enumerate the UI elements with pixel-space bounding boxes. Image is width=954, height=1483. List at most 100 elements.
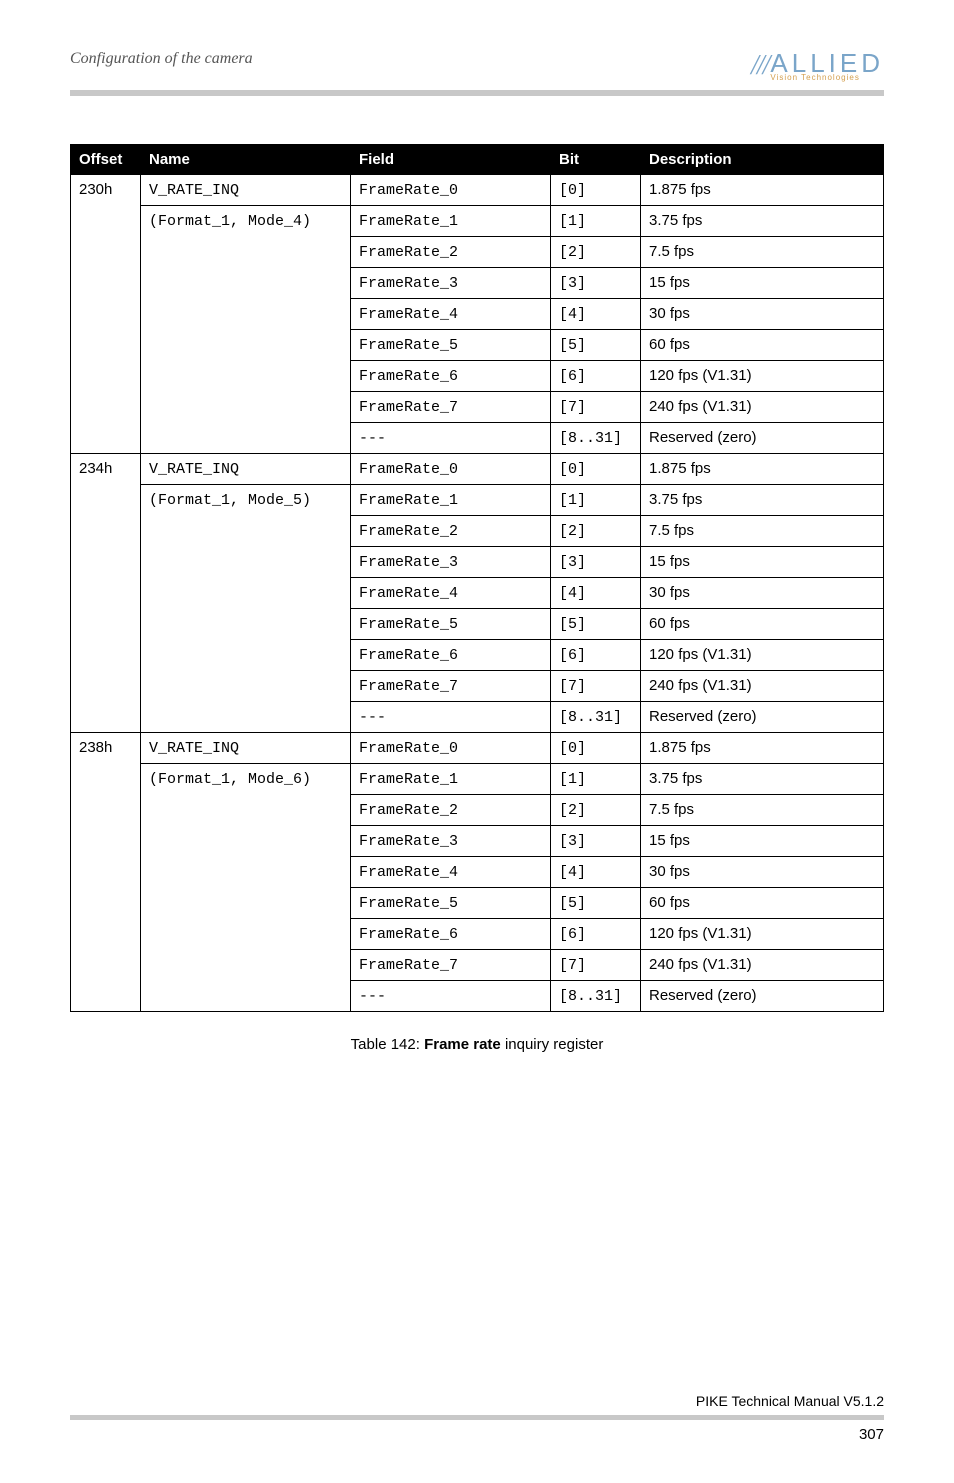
page: Configuration of the camera /// ALLIED V… [0, 0, 954, 1483]
page-footer: PIKE Technical Manual V5.1.2 307 [70, 1393, 884, 1443]
cell-desc: 15 fps [641, 268, 884, 299]
cell-field: FrameRate_4 [351, 857, 551, 888]
cell-field: --- [351, 423, 551, 454]
cell-desc: 3.75 fps [641, 485, 884, 516]
cell-bit: [4] [551, 578, 641, 609]
cell-offset: 234h [71, 454, 141, 733]
cell-field: FrameRate_1 [351, 206, 551, 237]
cell-desc: 120 fps (V1.31) [641, 640, 884, 671]
th-desc: Description [641, 145, 884, 175]
cell-field: FrameRate_0 [351, 175, 551, 206]
cell-bit: [3] [551, 826, 641, 857]
cell-bit: [5] [551, 330, 641, 361]
cell-field: FrameRate_0 [351, 454, 551, 485]
cell-bit: [0] [551, 175, 641, 206]
cell-desc: 7.5 fps [641, 237, 884, 268]
cell-desc: 1.875 fps [641, 175, 884, 206]
cell-desc: 240 fps (V1.31) [641, 671, 884, 702]
cell-subname: (Format_1, Mode_4) [141, 206, 351, 454]
cell-desc: 120 fps (V1.31) [641, 361, 884, 392]
cell-name: V_RATE_INQ [141, 454, 351, 485]
footer-divider [70, 1415, 884, 1420]
cell-desc: 30 fps [641, 578, 884, 609]
cell-bit: [8..31] [551, 981, 641, 1012]
cell-bit: [7] [551, 671, 641, 702]
cell-desc: Reserved (zero) [641, 981, 884, 1012]
cell-offset: 230h [71, 175, 141, 454]
cell-desc: 60 fps [641, 330, 884, 361]
cell-field: FrameRate_5 [351, 330, 551, 361]
cell-bit: [1] [551, 206, 641, 237]
cell-desc: 30 fps [641, 299, 884, 330]
cell-field: FrameRate_2 [351, 516, 551, 547]
page-number: 307 [70, 1426, 884, 1443]
cell-bit: [2] [551, 237, 641, 268]
cell-field: FrameRate_4 [351, 299, 551, 330]
th-offset: Offset [71, 145, 141, 175]
cell-desc: 60 fps [641, 888, 884, 919]
th-name: Name [141, 145, 351, 175]
cell-desc: Reserved (zero) [641, 423, 884, 454]
cell-bit: [5] [551, 888, 641, 919]
cell-field: FrameRate_4 [351, 578, 551, 609]
cell-field: FrameRate_5 [351, 609, 551, 640]
cell-desc: Reserved (zero) [641, 702, 884, 733]
table-header-row: Offset Name Field Bit Description [71, 145, 884, 175]
cell-desc: 1.875 fps [641, 454, 884, 485]
cell-subname: (Format_1, Mode_5) [141, 485, 351, 733]
cell-bit: [3] [551, 268, 641, 299]
frame-rate-table: Offset Name Field Bit Description 230hV_… [70, 144, 884, 1012]
cell-desc: 60 fps [641, 609, 884, 640]
logo-subtext: Vision Technologies [770, 74, 884, 82]
cell-bit: [6] [551, 640, 641, 671]
cell-desc: 30 fps [641, 857, 884, 888]
cell-field: FrameRate_3 [351, 826, 551, 857]
table-row: (Format_1, Mode_5)FrameRate_1[1]3.75 fps [71, 485, 884, 516]
cell-field: FrameRate_7 [351, 671, 551, 702]
cell-bit: [6] [551, 919, 641, 950]
cell-desc: 7.5 fps [641, 795, 884, 826]
cell-field: FrameRate_0 [351, 733, 551, 764]
table-row: 238hV_RATE_INQFrameRate_0[0]1.875 fps [71, 733, 884, 764]
cell-field: --- [351, 981, 551, 1012]
cell-field: FrameRate_3 [351, 547, 551, 578]
logo-slashes-icon: /// [751, 50, 768, 82]
cell-desc: 15 fps [641, 826, 884, 857]
cell-field: FrameRate_3 [351, 268, 551, 299]
cell-field: FrameRate_2 [351, 237, 551, 268]
header-divider [70, 90, 884, 96]
cell-bit: [0] [551, 733, 641, 764]
caption-bold: Frame rate [424, 1036, 501, 1053]
th-bit: Bit [551, 145, 641, 175]
cell-bit: [8..31] [551, 702, 641, 733]
cell-field: FrameRate_5 [351, 888, 551, 919]
cell-bit: [4] [551, 299, 641, 330]
cell-desc: 15 fps [641, 547, 884, 578]
cell-desc: 1.875 fps [641, 733, 884, 764]
table-row: 234hV_RATE_INQFrameRate_0[0]1.875 fps [71, 454, 884, 485]
cell-bit: [5] [551, 609, 641, 640]
cell-field: FrameRate_1 [351, 485, 551, 516]
page-header: Configuration of the camera /// ALLIED V… [70, 50, 884, 82]
cell-bit: [0] [551, 454, 641, 485]
cell-bit: [4] [551, 857, 641, 888]
cell-field: FrameRate_7 [351, 392, 551, 423]
brand-logo: /// ALLIED Vision Technologies [751, 50, 884, 82]
cell-desc: 240 fps (V1.31) [641, 392, 884, 423]
cell-field: --- [351, 702, 551, 733]
logo-text-wrap: ALLIED Vision Technologies [770, 50, 884, 82]
caption-prefix: Table 142: [351, 1036, 424, 1053]
cell-bit: [2] [551, 516, 641, 547]
cell-field: FrameRate_1 [351, 764, 551, 795]
doc-section-title: Configuration of the camera [70, 50, 253, 68]
footer-manual-title: PIKE Technical Manual V5.1.2 [70, 1393, 884, 1409]
table-row: (Format_1, Mode_6)FrameRate_1[1]3.75 fps [71, 764, 884, 795]
cell-desc: 120 fps (V1.31) [641, 919, 884, 950]
table-caption: Table 142: Frame rate inquiry register [70, 1036, 884, 1053]
cell-field: FrameRate_6 [351, 919, 551, 950]
cell-field: FrameRate_6 [351, 361, 551, 392]
cell-bit: [7] [551, 950, 641, 981]
caption-suffix: inquiry register [501, 1036, 604, 1053]
cell-bit: [1] [551, 485, 641, 516]
cell-subname: (Format_1, Mode_6) [141, 764, 351, 1012]
